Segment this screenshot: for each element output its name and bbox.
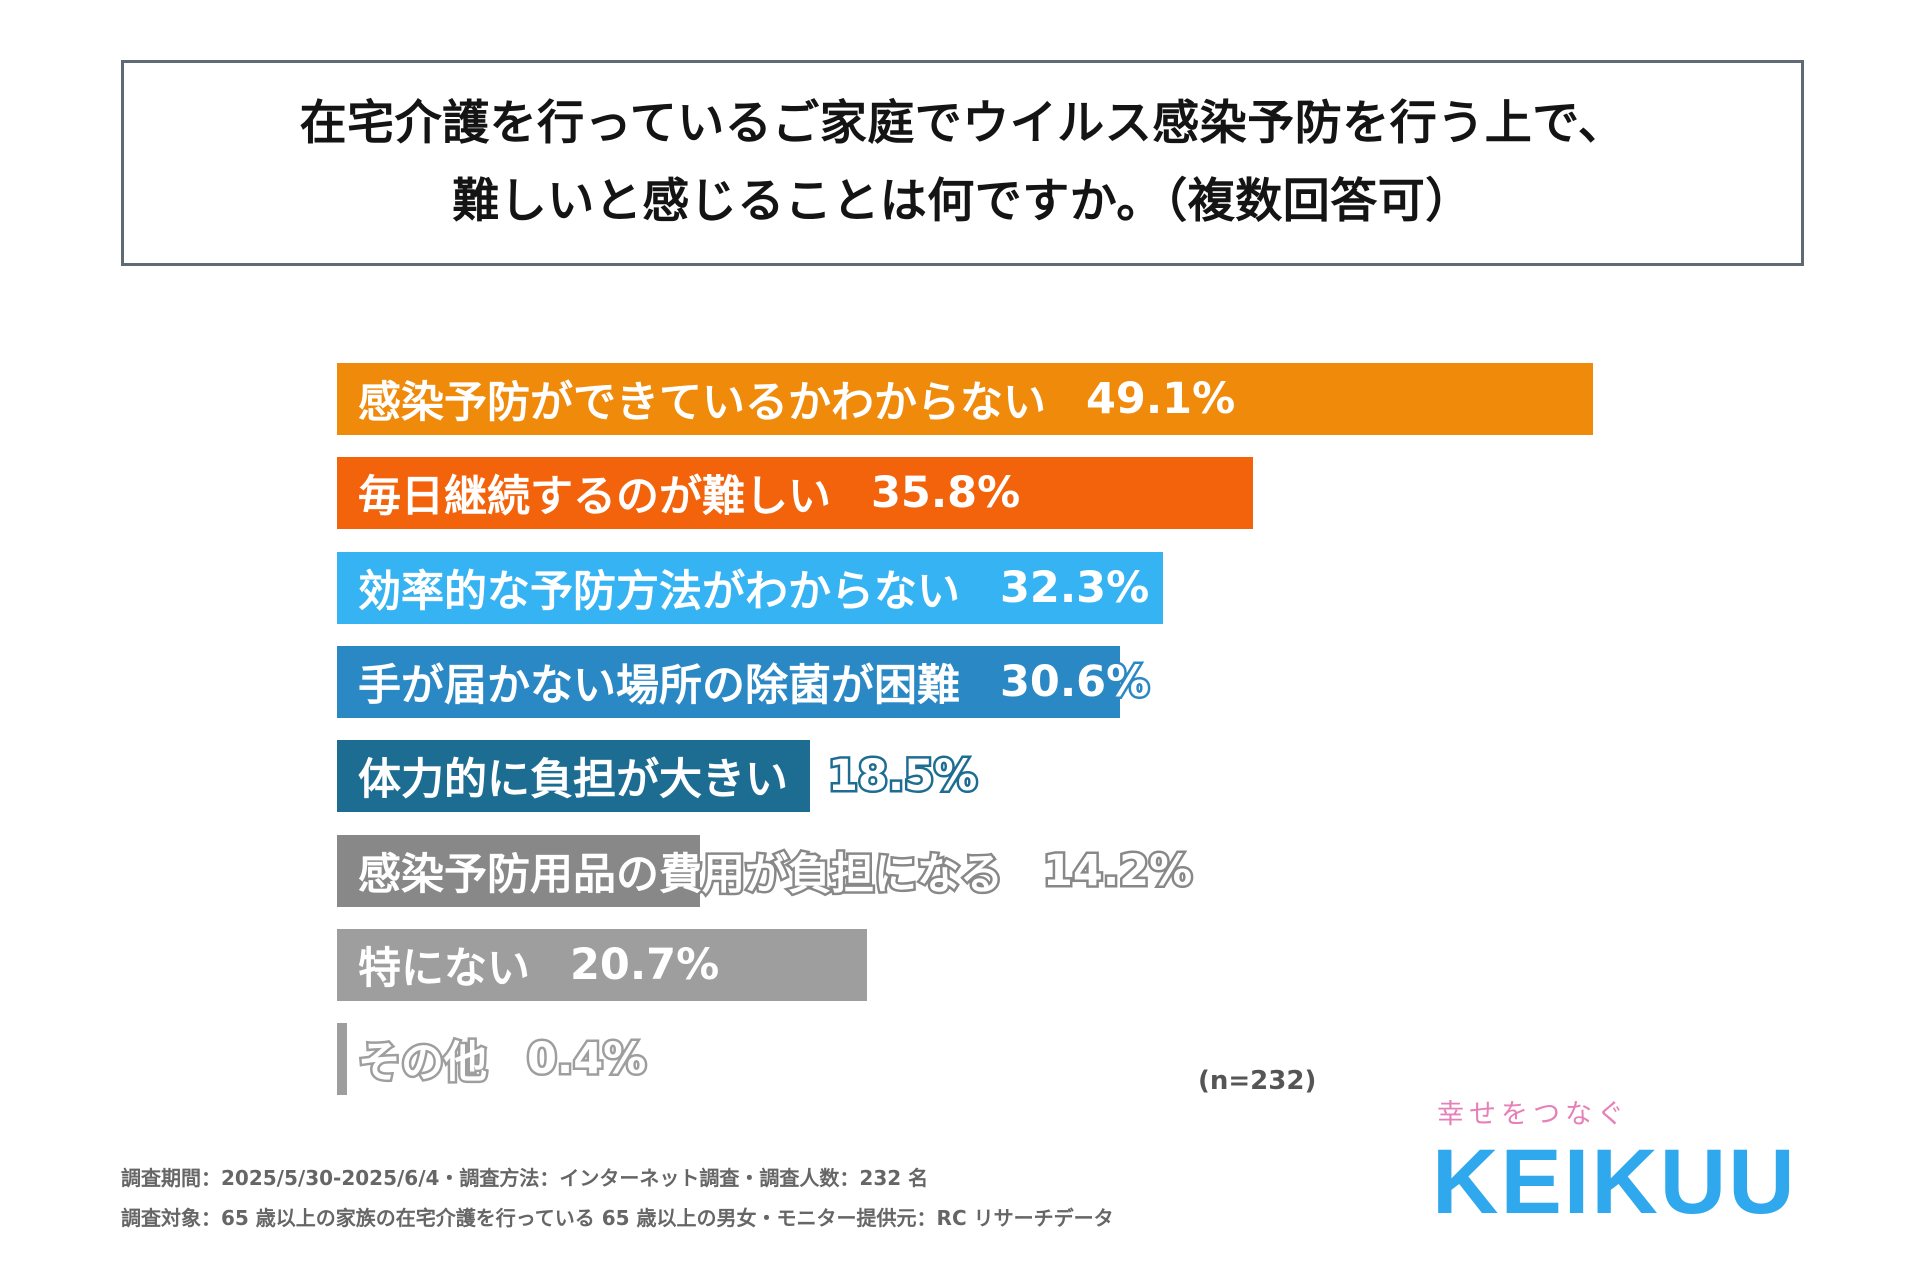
survey-info-line-1: 調査期間：2025/5/30-2025/6/4・調査方法：インターネット調査・調…: [121, 1166, 929, 1190]
category-label: 毎日継続するのが難しい: [356, 470, 834, 525]
category-label: 感染予防ができているかわからない: [356, 376, 1049, 431]
bar-7: [337, 929, 867, 1001]
bar-label-8: その他 0.4%: [356, 1023, 649, 1095]
value-label: 14.2%: [1040, 844, 1194, 899]
value-label: 49.1%: [1083, 372, 1237, 427]
value-label: 35.8%: [868, 466, 1022, 521]
category-label: 感染予防用品の費用が負担になる: [356, 848, 1006, 903]
category-label: その他: [356, 1036, 490, 1091]
sample-size-note: (n=232): [1198, 1066, 1317, 1096]
bar-4: [337, 646, 1120, 718]
category-label: 体力的に負担が大きい: [356, 753, 791, 808]
category-label: 効率的な予防方法がわからない: [356, 565, 963, 620]
value-label: 18.5%: [825, 749, 979, 804]
category-label: 特にない: [356, 942, 533, 997]
bar-label-2: 毎日継続するのが難しい 35.8%: [356, 457, 1023, 529]
brand-logo: KEIKUU: [1432, 1131, 1797, 1233]
chart-title-line-1: 在宅介護を行っているご家庭でウイルス感染予防を行う上で、: [299, 96, 1626, 151]
brand-tagline: 幸せをつなぐ: [1437, 1099, 1629, 1130]
value-label: 30.6%: [997, 655, 1151, 710]
category-label: 手が届かない場所の除菌が困難: [356, 659, 963, 714]
bar-2: [337, 457, 1253, 529]
bar-5: [337, 740, 810, 812]
bar-label-4: 手が届かない場所の除菌が困難 30.6%: [356, 646, 1152, 718]
title-box: 在宅介護を行っているご家庭でウイルス感染予防を行う上で、 難しいと感じることは何…: [121, 60, 1804, 266]
survey-info-line-2: 調査対象：65 歳以上の家族の在宅介護を行っている 65 歳以上の男女・モニター…: [121, 1206, 1114, 1230]
chart-title-line-2: 難しいと感じることは何ですか。（複数回答可）: [452, 174, 1473, 229]
bar-8: [337, 1023, 347, 1095]
value-label: 0.4%: [524, 1032, 648, 1087]
bar-label-3: 効率的な予防方法がわからない 32.3%: [356, 552, 1152, 624]
bar-label-7: 特にない 20.7%: [356, 929, 722, 1001]
bar-label-6: 感染予防用品の費用が負担になる 14.2%: [356, 835, 1195, 907]
bar-label-5: 体力的に負担が大きい 18.5%: [356, 740, 980, 812]
value-label: 20.7%: [567, 938, 721, 993]
bar-label-1: 感染予防ができているかわからない 49.1%: [356, 363, 1238, 435]
bar-1: [337, 363, 1593, 435]
value-label: 32.3%: [997, 561, 1151, 616]
bar-6: [337, 835, 700, 907]
bar-3: [337, 552, 1163, 624]
